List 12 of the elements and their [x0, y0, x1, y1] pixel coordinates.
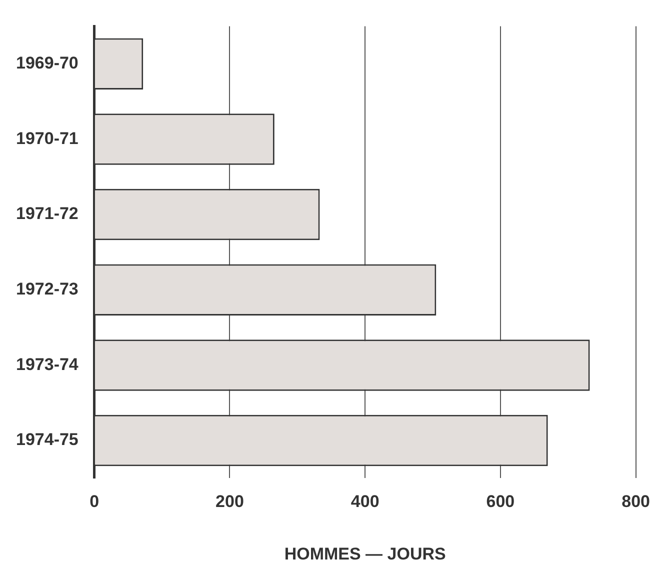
- x-tick-label: 400: [350, 492, 380, 512]
- y-tick-label: 1970-71: [16, 128, 78, 148]
- x-tick-label: 200: [216, 492, 244, 512]
- x-tick-label: 800: [622, 492, 650, 512]
- y-tick-label: 1969-70: [16, 54, 78, 73]
- y-tick-label: 1974-75: [16, 430, 78, 450]
- y-tick-label: 1971-72: [16, 204, 78, 224]
- y-tick-label: 1972-73: [16, 280, 78, 299]
- x-tick-label: 0: [90, 492, 100, 512]
- y-tick-label: 1973-74: [16, 354, 79, 374]
- x-axis-title: HOMMES — JOURS: [284, 544, 446, 564]
- x-tick-label: 600: [486, 492, 515, 512]
